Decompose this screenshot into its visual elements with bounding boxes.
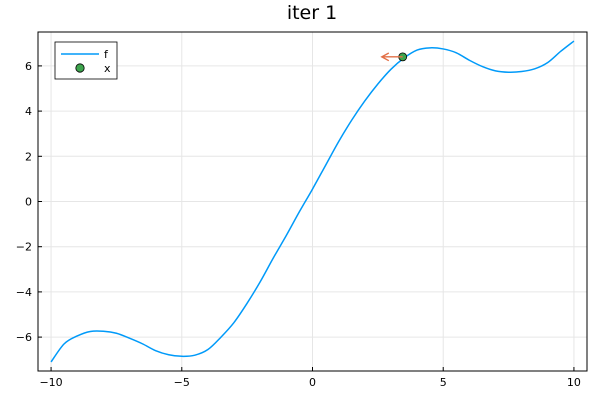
x-tick-label: 0 bbox=[309, 376, 316, 389]
chart-title: iter 1 bbox=[287, 2, 337, 24]
x-tick-label: −10 bbox=[39, 376, 62, 389]
legend-label-f: f bbox=[104, 48, 109, 61]
series-line-f bbox=[50, 40, 575, 363]
x-tick-label: 10 bbox=[567, 376, 581, 389]
legend-marker-swatch bbox=[75, 63, 85, 73]
annotations bbox=[380, 52, 403, 62]
x-axis: −10 −5 0 5 10 bbox=[39, 367, 581, 389]
legend: f x bbox=[54, 41, 118, 80]
y-tick-label: −6 bbox=[16, 331, 32, 344]
arrow-head bbox=[380, 52, 390, 62]
legend-label-x: x bbox=[104, 62, 111, 75]
y-tick-label: 0 bbox=[25, 196, 32, 209]
legend-box bbox=[54, 41, 118, 80]
y-axis: −6 −4 −2 0 2 4 6 bbox=[16, 60, 42, 344]
y-tick-label: −2 bbox=[16, 241, 32, 254]
y-tick-label: −4 bbox=[16, 286, 32, 299]
y-tick-label: 2 bbox=[25, 150, 32, 163]
grid bbox=[38, 32, 587, 371]
x-tick-label: 5 bbox=[440, 376, 447, 389]
x-tick-label: −5 bbox=[174, 376, 190, 389]
y-tick-label: 6 bbox=[25, 60, 32, 73]
y-tick-label: 4 bbox=[25, 105, 32, 118]
